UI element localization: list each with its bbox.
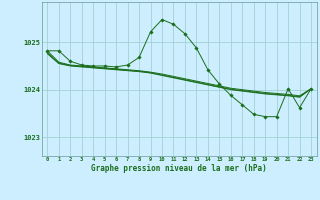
- X-axis label: Graphe pression niveau de la mer (hPa): Graphe pression niveau de la mer (hPa): [91, 164, 267, 173]
